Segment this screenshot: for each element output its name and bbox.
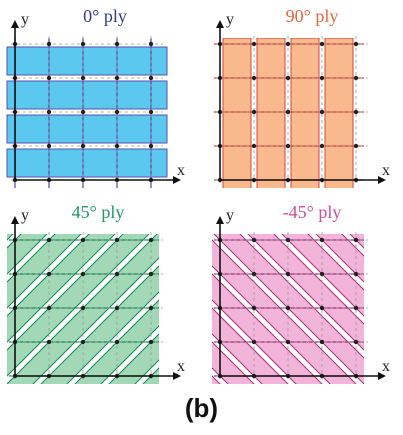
grid-node <box>319 271 325 277</box>
grid-node <box>114 41 120 47</box>
y-axis-label: y <box>226 207 234 224</box>
grid-node <box>114 305 120 311</box>
panel-p0: x y 0° ply <box>6 6 185 188</box>
grid-node <box>353 75 359 81</box>
grid-node <box>319 109 325 115</box>
grid-node <box>148 143 154 149</box>
grid-node <box>319 143 325 149</box>
y-axis-label: y <box>21 207 29 224</box>
grid-node <box>353 109 359 115</box>
x-axis-label: x <box>177 162 185 179</box>
y-axis-label: y <box>226 11 234 28</box>
grid-node <box>148 109 154 115</box>
x-axis-label: x <box>382 162 390 179</box>
grid-node <box>353 339 359 345</box>
grid-node <box>251 271 257 277</box>
grid-node <box>353 143 359 149</box>
grid-node <box>251 143 257 149</box>
grid-node <box>80 271 86 277</box>
grid-node <box>46 305 52 311</box>
grid-node <box>46 41 52 47</box>
grid-node <box>353 271 359 277</box>
grid-node <box>46 143 52 149</box>
ply-title: 0° ply <box>83 6 127 26</box>
grid-node <box>114 143 120 149</box>
grid-node <box>285 237 291 243</box>
grid-node <box>80 109 86 115</box>
grid-node <box>319 41 325 47</box>
ply-title: 45° ply <box>72 202 125 222</box>
grid-node <box>80 41 86 47</box>
grid-node <box>80 305 86 311</box>
panel-pm45: x y -45° ply <box>212 202 390 384</box>
grid-node <box>46 271 52 277</box>
grid-node <box>114 237 120 243</box>
grid-node <box>114 271 120 277</box>
x-axis-label: x <box>177 358 185 375</box>
grid-node <box>80 339 86 345</box>
grid-node <box>285 305 291 311</box>
grid-node <box>285 109 291 115</box>
grid-node <box>114 339 120 345</box>
grid-node <box>148 41 154 47</box>
grid-node <box>80 143 86 149</box>
grid-node <box>251 339 257 345</box>
grid-node <box>251 237 257 243</box>
grid-node <box>319 339 325 345</box>
ply-title: -45° ply <box>283 202 342 222</box>
panel-p45: x y 45° ply <box>7 202 185 384</box>
x-axis-label: x <box>382 358 390 375</box>
grid-node <box>353 305 359 311</box>
grid-node <box>319 305 325 311</box>
grid-node <box>46 339 52 345</box>
grid-node <box>80 75 86 81</box>
grid-node <box>80 237 86 243</box>
panel-p90: x y 90° ply <box>214 6 390 188</box>
grid-node <box>148 305 154 311</box>
grid-node <box>148 75 154 81</box>
figure-caption: (b) <box>184 393 219 423</box>
grid-node <box>251 109 257 115</box>
grid-node <box>319 237 325 243</box>
fiber-strips <box>6 46 168 178</box>
grid-node <box>46 109 52 115</box>
grid-node <box>251 305 257 311</box>
fiber-strips <box>222 38 354 188</box>
y-axis-label: y <box>21 11 29 28</box>
grid-node <box>285 339 291 345</box>
grid-node <box>285 41 291 47</box>
grid-node <box>46 75 52 81</box>
grid-node <box>114 75 120 81</box>
grid-node <box>46 237 52 243</box>
grid-node <box>285 143 291 149</box>
grid-node <box>251 41 257 47</box>
grid-node <box>148 271 154 277</box>
grid-node <box>251 75 257 81</box>
grid-node <box>319 75 325 81</box>
grid-node <box>353 41 359 47</box>
grid-node <box>114 109 120 115</box>
ply-title: 90° ply <box>286 6 339 26</box>
grid-node <box>353 237 359 243</box>
grid-node <box>148 237 154 243</box>
grid-node <box>285 271 291 277</box>
grid-node <box>285 75 291 81</box>
grid-node <box>148 339 154 345</box>
